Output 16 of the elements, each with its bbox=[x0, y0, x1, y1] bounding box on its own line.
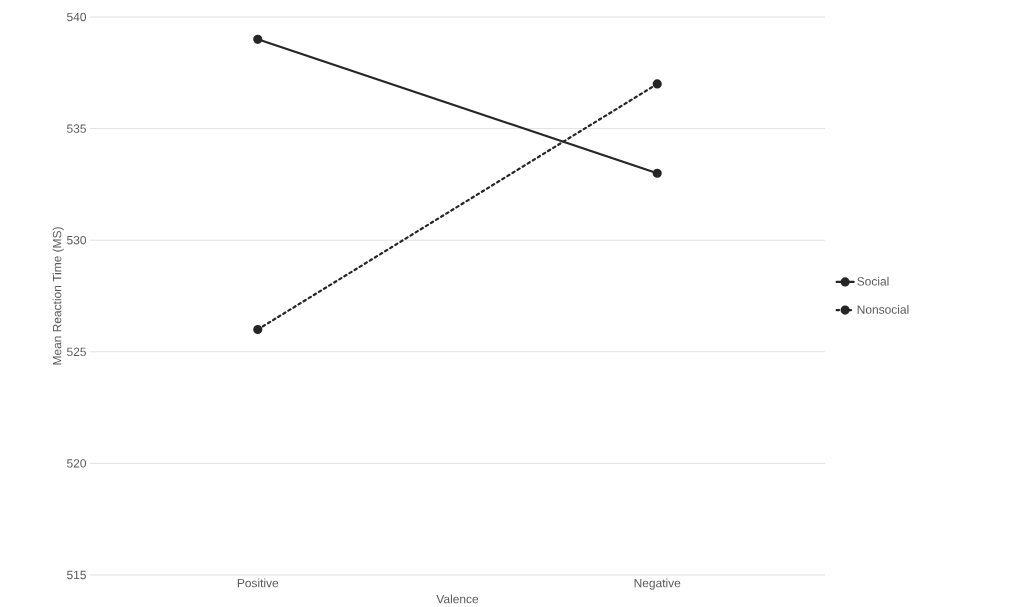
y-tick-label: 515 bbox=[67, 571, 86, 580]
y-tick-label: 525 bbox=[67, 347, 86, 357]
y-tick-label: 535 bbox=[67, 124, 86, 134]
point bbox=[652, 79, 662, 89]
x-tick-label: Negative bbox=[634, 578, 681, 590]
y-axis-title: Mean Reaction Time (MS) bbox=[52, 227, 64, 365]
legend-label: Nonsocial bbox=[857, 305, 909, 314]
y-tick-label: 530 bbox=[67, 236, 87, 245]
x-tick-label: Positive bbox=[237, 578, 279, 588]
point bbox=[253, 34, 263, 45]
y-tick-label: 540 bbox=[67, 12, 87, 22]
point bbox=[652, 168, 662, 179]
point bbox=[253, 325, 263, 335]
legend-label: Social bbox=[857, 277, 889, 286]
y-tick-label: 520 bbox=[67, 459, 87, 468]
x-axis-title: Valence bbox=[436, 594, 479, 604]
